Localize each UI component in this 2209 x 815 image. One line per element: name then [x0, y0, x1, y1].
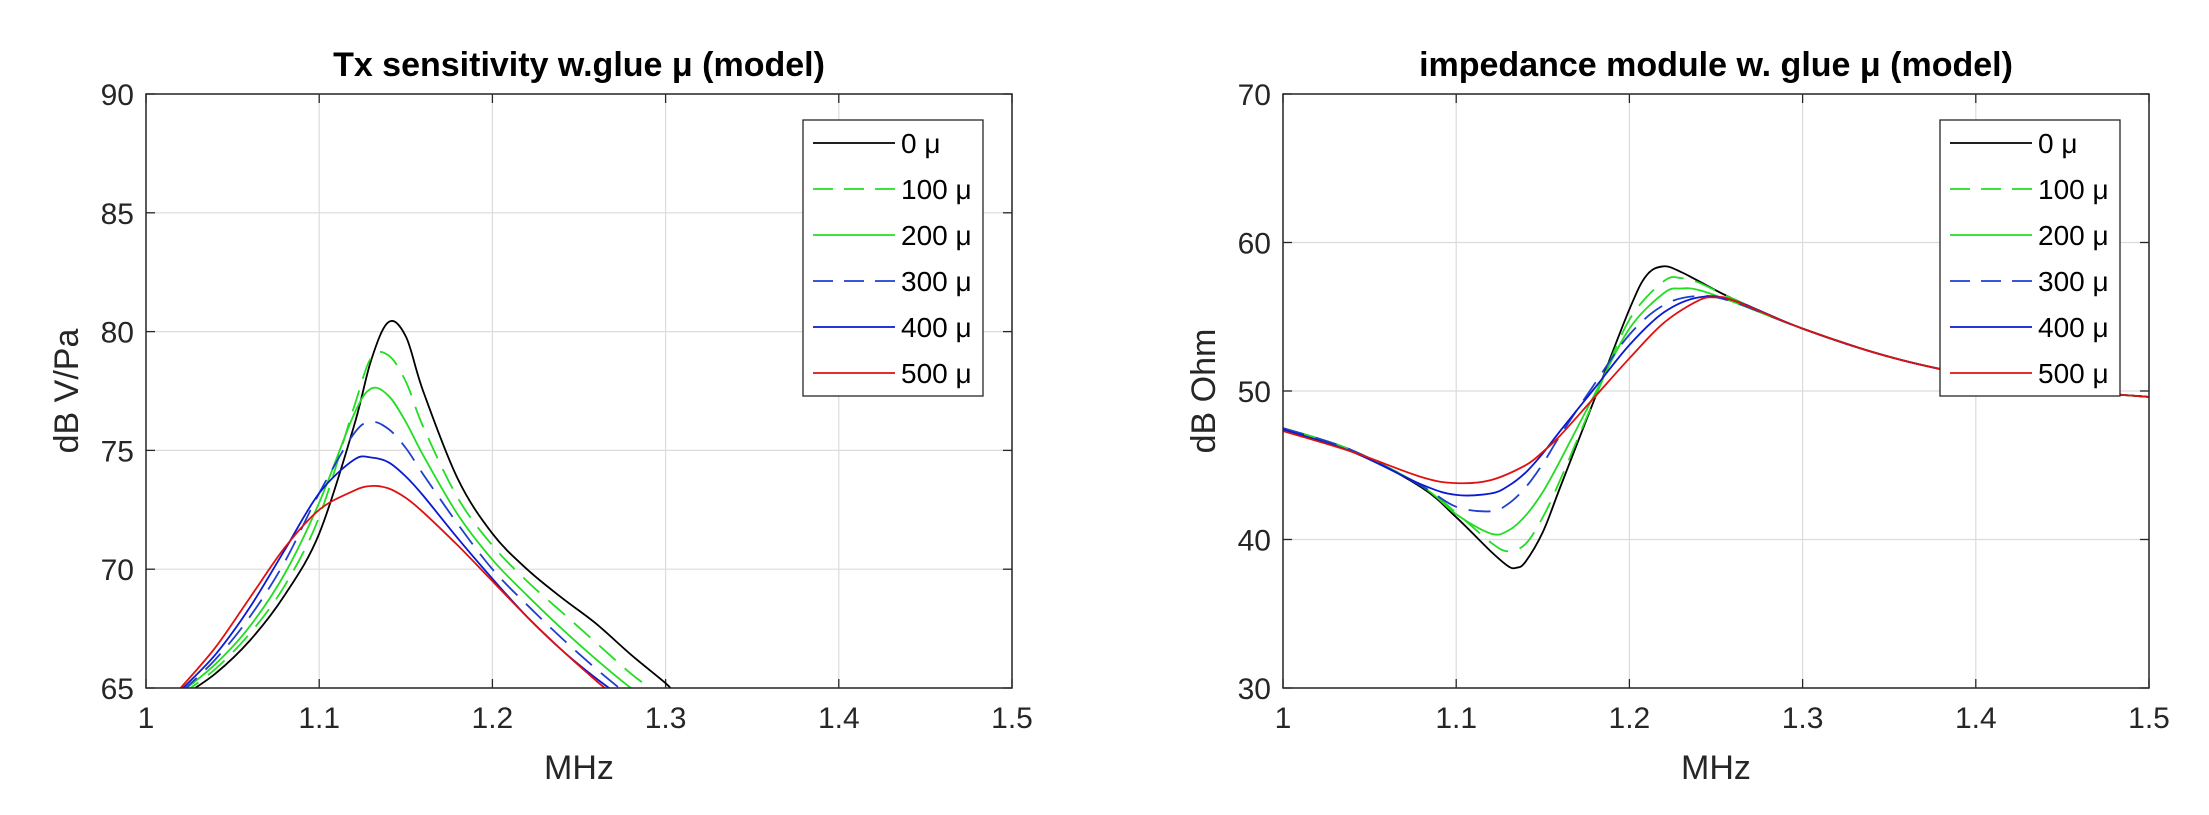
chart-title: Tx sensitivity w.glue μ (model)	[333, 46, 825, 84]
x-tick-label: 1.4	[1955, 702, 1997, 735]
y-tick-label: 80	[101, 317, 134, 350]
y-tick-label: 70	[1238, 79, 1271, 112]
y-axis-label: dB V/Pa	[48, 329, 86, 454]
y-tick-label: 85	[101, 198, 134, 231]
x-tick-label: 1	[138, 702, 155, 735]
x-axis-label: MHz	[544, 749, 614, 787]
axes-box	[1282, 93, 2150, 689]
series-line	[1283, 296, 2149, 485]
chart-title: impedance module w. glue μ (model)	[1419, 46, 2013, 84]
x-tick-label: 1.1	[298, 702, 340, 735]
x-tick-label: 1.3	[645, 702, 687, 735]
x-tick-label: 1.2	[1609, 702, 1651, 735]
series-line	[179, 485, 607, 688]
series-line	[185, 386, 633, 688]
x-axis-label: MHz	[1681, 749, 1751, 787]
y-tick-label: 65	[101, 673, 134, 706]
y-tick-label: 70	[101, 554, 134, 587]
y-tick-label: 60	[1238, 228, 1271, 261]
legend-label: 100 μ	[901, 174, 972, 205]
chart-2: 1 1.1 1.2 1.3 1.4 1.5 30 40 50 60 70 impedance modu…	[1185, 46, 2170, 787]
legend-label: 400 μ	[901, 312, 972, 343]
legend-box	[1939, 119, 2121, 397]
series-line	[189, 350, 652, 688]
x-tick-label: 1.1	[1435, 702, 1477, 735]
series-line	[193, 320, 672, 688]
legend-label: 0 μ	[901, 128, 940, 159]
y-tick-label: 40	[1238, 525, 1271, 558]
y-axis-label: dB Ohm	[1185, 329, 1223, 454]
x-tick-label: 1.5	[991, 702, 1033, 735]
legend: 0 μ 100 μ 200 μ 300 μ 400 μ 500 μ	[802, 119, 984, 397]
x-tick-label: 1.5	[2128, 702, 2170, 735]
y-tick-label: 30	[1238, 673, 1271, 706]
legend-box	[802, 119, 984, 397]
legend-label: 500 μ	[2038, 358, 2109, 389]
legend-label: 0 μ	[2038, 128, 2077, 159]
y-tick-label: 50	[1238, 376, 1271, 409]
y-tick-label: 90	[101, 79, 134, 112]
legend-label: 300 μ	[2038, 266, 2109, 297]
chart-1: 1 1.1 1.2 1.3 1.4 1.5 65 70 75 80 85 90 Tx sensitivi…	[48, 46, 1033, 787]
legend-label: 500 μ	[901, 358, 972, 389]
axes-box	[145, 93, 1013, 689]
legend: 0 μ 100 μ 200 μ 300 μ 400 μ 500 μ	[1939, 119, 2121, 397]
legend-label: 200 μ	[901, 220, 972, 251]
x-tick-label: 1	[1275, 702, 1292, 735]
legend-label: 200 μ	[2038, 220, 2109, 251]
legend-label: 400 μ	[2038, 312, 2109, 343]
x-tick-label: 1.2	[472, 702, 514, 735]
legend-label: 300 μ	[901, 266, 972, 297]
legend-label: 100 μ	[2038, 174, 2109, 205]
x-tick-label: 1.4	[818, 702, 860, 735]
x-tick-label: 1.3	[1782, 702, 1824, 735]
y-tick-label: 75	[101, 435, 134, 468]
